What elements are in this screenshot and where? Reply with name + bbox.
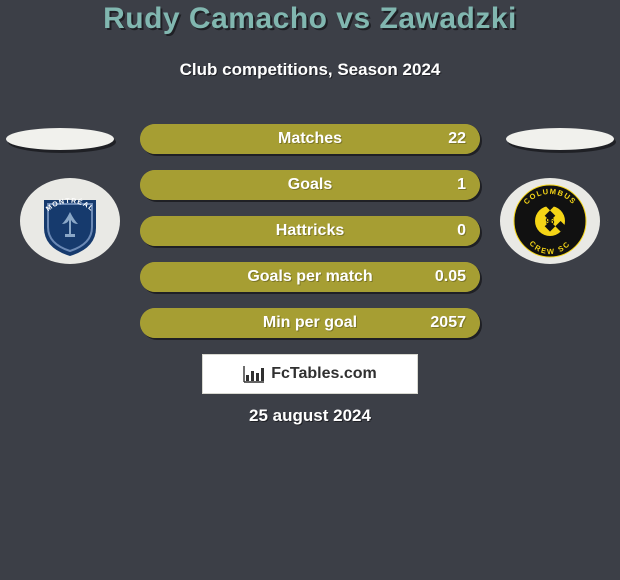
- stat-label: Matches: [278, 130, 342, 148]
- infographic-canvas: Rudy Camacho vs Zawadzki Club competitio…: [0, 0, 620, 580]
- player-marker-left: [6, 128, 114, 150]
- stat-bar: Matches 22: [140, 124, 480, 154]
- stat-value: 0: [457, 222, 466, 240]
- player-marker-right: [506, 128, 614, 150]
- club-badge-left: MONTRÉAL: [20, 178, 120, 264]
- stat-value: 22: [448, 130, 466, 148]
- stat-label: Min per goal: [263, 314, 357, 332]
- stat-bar: Min per goal 2057: [140, 308, 480, 338]
- stat-value: 0.05: [435, 268, 466, 286]
- subtitle: Club competitions, Season 2024: [0, 60, 620, 80]
- stat-value: 1: [457, 176, 466, 194]
- stat-label: Goals per match: [247, 268, 372, 286]
- source-badge: FcTables.com: [202, 354, 418, 394]
- stat-bar: Hattricks 0: [140, 216, 480, 246]
- columbus-crest-icon: COLUMBUS CREW SC 96: [500, 178, 600, 264]
- stat-label: Hattricks: [276, 222, 344, 240]
- date-label: 25 august 2024: [0, 406, 620, 426]
- page-title: Rudy Camacho vs Zawadzki: [0, 2, 620, 36]
- stat-bar: Goals 1: [140, 170, 480, 200]
- montreal-crest-icon: MONTRÉAL: [20, 178, 120, 264]
- bar-chart-icon: [243, 365, 265, 383]
- stat-label: Goals: [288, 176, 332, 194]
- club-badge-right: COLUMBUS CREW SC 96: [500, 178, 600, 264]
- stat-bar: Goals per match 0.05: [140, 262, 480, 292]
- stat-bars: Matches 22 Goals 1 Hattricks 0 Goals per match…: [140, 124, 480, 354]
- svg-text:96: 96: [546, 217, 555, 226]
- source-label: FcTables.com: [271, 365, 377, 383]
- stat-value: 2057: [430, 314, 466, 332]
